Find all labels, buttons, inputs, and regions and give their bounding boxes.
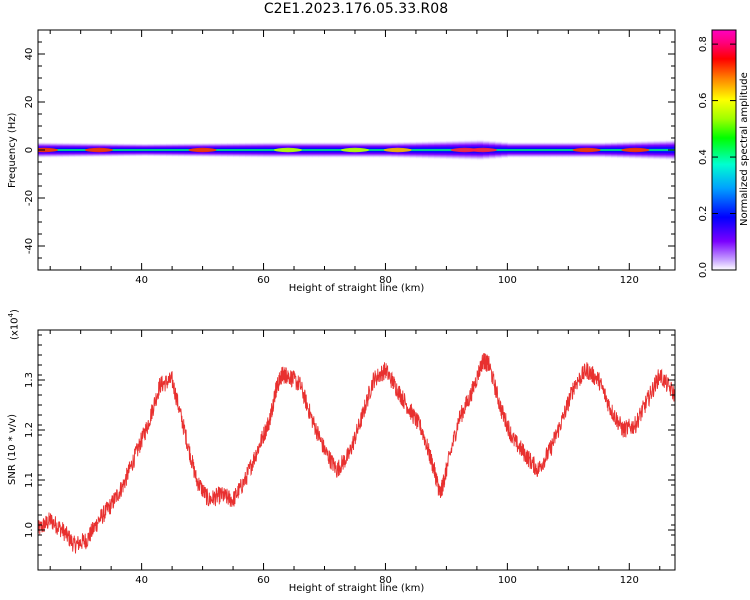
y-tick-label: 40: [24, 48, 35, 61]
y-tick-label: 1.1: [24, 472, 35, 488]
spectrogram-x-ticks: 40 60 80 100 120: [49, 30, 661, 286]
colorbar-ticks: 0.0 0.2 0.4 0.6 0.8: [698, 36, 736, 278]
hot-spot: [572, 147, 601, 153]
x-tick-label: 100: [498, 275, 517, 286]
hot-spot: [621, 147, 650, 153]
spectral-hot-spots: [38, 147, 650, 153]
spectrogram-y-label: Frequency (Hz): [7, 112, 18, 188]
hot-spot: [383, 147, 412, 153]
hot-spot: [340, 147, 369, 153]
snr-series-line: [38, 353, 675, 554]
figure-title: C2E1.2023.176.05.33.R08: [263, 1, 449, 17]
snr-y-ticks: 1.0 1.1 1.2 1.3: [24, 334, 675, 556]
hot-spot: [468, 147, 497, 153]
y-tick-label: 1.0: [24, 522, 35, 538]
spectrogram-x-label: Height of straight line (km): [288, 283, 425, 294]
x-tick-label: 60: [257, 575, 270, 586]
colorbar-tick-label: 0.6: [698, 93, 709, 109]
colorbar-tick-label: 0.4: [698, 149, 709, 165]
snr-frame: [37, 329, 676, 571]
spectrogram-y-ticks: -40 -20 0 20 40: [24, 41, 675, 259]
colorbar-tick-label: 0.0: [698, 262, 709, 278]
x-tick-label: 40: [135, 575, 148, 586]
y-tick-label: -20: [24, 190, 35, 206]
y-tick-label: 1.3: [24, 372, 35, 388]
colorbar-tick-label: 0.8: [698, 36, 709, 52]
snr-y-label: SNR (10 * v/v): [7, 413, 18, 485]
x-tick-label: 40: [135, 275, 148, 286]
hot-spot: [84, 147, 113, 153]
y-tick-label: 0: [24, 147, 35, 153]
snr-x-ticks: 40 60 80 100 120: [49, 330, 661, 586]
colorbar-label: Normalized spectral amplitude: [739, 72, 750, 226]
x-tick-label: 80: [379, 575, 392, 586]
x-tick-label: 120: [620, 575, 639, 586]
x-tick-label: 100: [498, 575, 517, 586]
y-tick-label: 20: [24, 96, 35, 109]
x-tick-label: 80: [379, 275, 392, 286]
snr-x-label: Height of straight line (km): [288, 583, 425, 594]
y-tick-label: 1.2: [24, 422, 35, 438]
hot-spot: [188, 147, 217, 153]
y-tick-label: -40: [24, 238, 35, 254]
snr-line-path: [38, 353, 675, 554]
x-tick-label: 60: [257, 275, 270, 286]
colorbar: [711, 29, 737, 271]
x-tick-label: 120: [620, 275, 639, 286]
hot-spot: [38, 147, 59, 153]
colorbar-tick-label: 0.2: [698, 206, 709, 222]
hot-spot: [273, 147, 302, 153]
snr-multiplier: (x104): [7, 309, 21, 340]
